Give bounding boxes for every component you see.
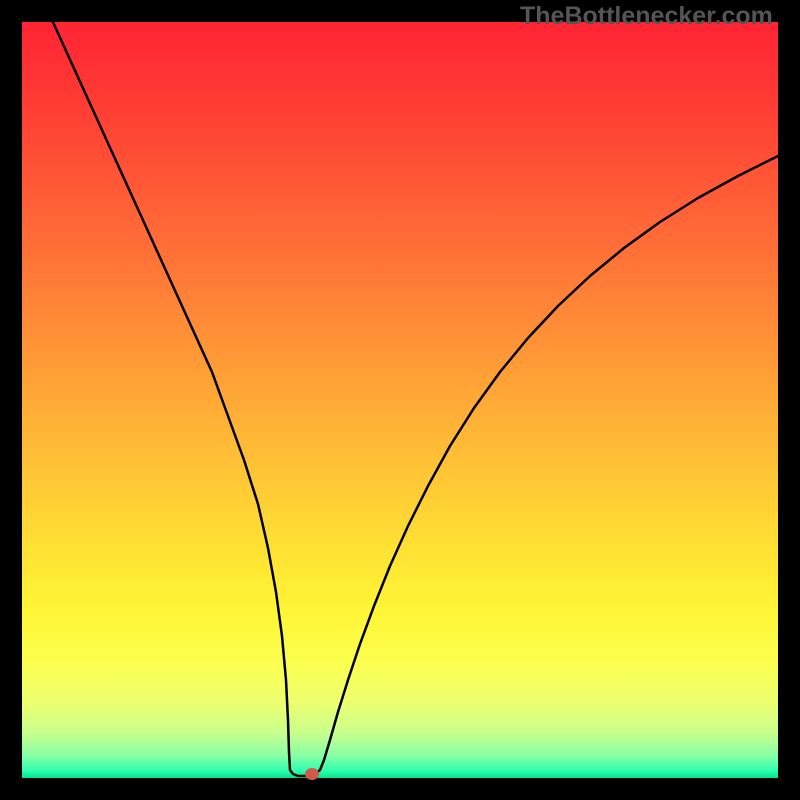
border-left — [0, 0, 22, 800]
border-bottom — [0, 778, 800, 800]
gradient-background — [22, 22, 778, 778]
border-right — [778, 0, 800, 800]
chart-container: TheBottlenecker.com — [0, 0, 800, 800]
watermark-text: TheBottlenecker.com — [520, 2, 773, 31]
